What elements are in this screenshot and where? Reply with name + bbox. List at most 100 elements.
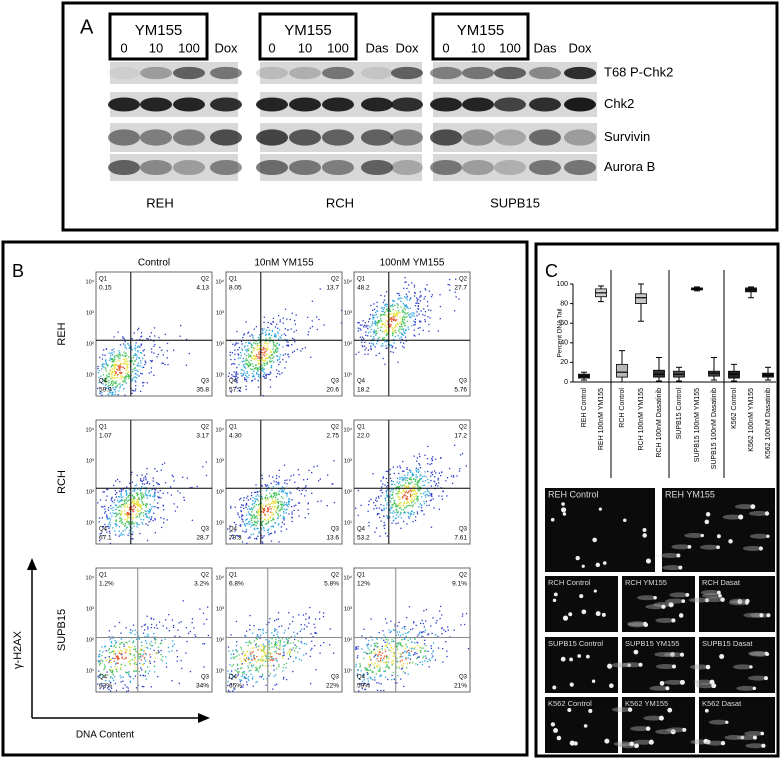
event-dot — [121, 511, 122, 512]
event-dot — [267, 349, 268, 350]
cell-line-label: SUPB15 — [490, 195, 540, 210]
event-dot — [263, 376, 264, 377]
event-dot — [298, 474, 299, 475]
event-dot — [384, 522, 385, 523]
event-dot — [140, 510, 141, 511]
event-dot — [244, 377, 245, 378]
event-dot — [280, 640, 281, 641]
event-dot — [280, 501, 281, 502]
event-dot — [275, 501, 276, 502]
event-dot — [177, 661, 178, 662]
event-dot — [403, 332, 404, 333]
event-dot — [416, 471, 417, 472]
log-tick-label: 10⁴ — [216, 426, 225, 433]
blot-band — [322, 129, 354, 145]
event-dot — [238, 358, 239, 359]
event-dot — [404, 628, 405, 629]
event-dot — [128, 378, 129, 379]
event-dot — [432, 498, 433, 499]
event-dot — [248, 354, 249, 355]
event-dot — [419, 633, 420, 634]
comet-head — [764, 676, 768, 680]
event-dot — [404, 312, 405, 313]
event-dot — [429, 317, 430, 318]
event-dot — [116, 642, 117, 643]
quadrant-name: Q3 — [201, 379, 210, 385]
event-dot — [137, 365, 138, 366]
event-dot — [417, 485, 418, 486]
event-dot — [405, 281, 406, 282]
log-tick-label: 10⁴ — [86, 426, 95, 433]
event-dot — [241, 661, 242, 662]
event-dot — [108, 380, 109, 381]
event-dot — [230, 507, 231, 508]
event-dot — [122, 336, 123, 337]
event-dot — [167, 519, 168, 520]
event-dot — [399, 486, 400, 487]
event-dot — [412, 489, 413, 490]
event-dot — [159, 622, 160, 623]
event-dot — [411, 647, 412, 648]
event-dot — [271, 360, 272, 361]
event-dot — [279, 470, 280, 471]
event-dot — [106, 374, 107, 375]
event-dot — [292, 521, 293, 522]
event-dot — [124, 395, 125, 396]
event-dot — [422, 481, 423, 482]
event-dot — [141, 512, 142, 513]
event-dot — [282, 656, 283, 657]
event-dot — [108, 376, 109, 377]
event-dot — [137, 502, 138, 503]
event-dot — [114, 359, 115, 360]
event-dot — [135, 380, 136, 381]
event-dot — [397, 335, 398, 336]
event-dot — [232, 352, 233, 353]
event-dot — [109, 522, 110, 523]
event-dot — [379, 321, 380, 322]
event-dot — [100, 376, 101, 377]
event-dot — [203, 666, 204, 667]
event-dot — [404, 304, 405, 305]
event-dot — [272, 519, 273, 520]
event-dot — [246, 351, 247, 352]
event-dot — [360, 324, 361, 325]
box — [636, 294, 647, 304]
event-dot — [297, 633, 298, 634]
event-dot — [397, 362, 398, 363]
event-dot — [400, 656, 401, 657]
event-dot — [308, 331, 309, 332]
event-dot — [274, 333, 275, 334]
event-dot — [126, 348, 127, 349]
event-dot — [125, 627, 126, 628]
event-dot — [406, 644, 407, 645]
event-dot — [233, 363, 234, 364]
comet-head — [721, 741, 725, 745]
event-dot — [119, 501, 120, 502]
event-dot — [273, 496, 274, 497]
event-dot — [263, 504, 264, 505]
event-dot — [259, 358, 260, 359]
event-dot — [383, 640, 384, 641]
event-dot — [264, 514, 265, 515]
event-dot — [235, 344, 236, 345]
event-dot — [250, 651, 251, 652]
event-dot — [251, 659, 252, 660]
event-dot — [134, 347, 135, 348]
event-dot — [382, 478, 383, 479]
event-dot — [265, 332, 266, 333]
comet-head — [563, 616, 568, 621]
event-dot — [256, 661, 257, 662]
event-dot — [272, 331, 273, 332]
event-dot — [134, 368, 135, 369]
event-dot — [104, 524, 105, 525]
comet-label: K562 Dasat — [702, 699, 742, 708]
event-dot — [366, 644, 367, 645]
blot-band — [108, 160, 140, 175]
event-dot — [269, 646, 270, 647]
event-dot — [425, 655, 426, 656]
event-dot — [258, 659, 259, 660]
event-dot — [406, 617, 407, 618]
event-dot — [395, 523, 396, 524]
event-dot — [273, 343, 274, 344]
event-dot — [111, 662, 112, 663]
